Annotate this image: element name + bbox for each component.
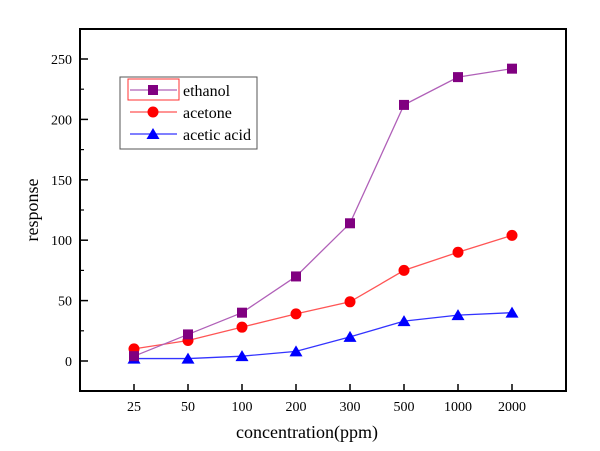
legend-label: acetone: [183, 105, 232, 122]
x-tick-label: 50: [181, 400, 195, 415]
x-tick-label: 1000: [444, 400, 472, 415]
data-point: [399, 99, 409, 110]
series-line: [134, 312, 513, 360]
data-point: [290, 308, 302, 320]
x-tick-label: 2000: [498, 400, 526, 415]
x-tick-label: 25: [127, 400, 141, 415]
x-tick-label: 200: [286, 400, 307, 415]
legend-label: acetic acid: [183, 127, 251, 144]
legend-marker: [148, 85, 158, 95]
data-point: [506, 229, 518, 241]
y-tick-label: 0: [65, 355, 72, 370]
legend-label: ethanol: [183, 83, 231, 100]
series-line: [133, 234, 513, 350]
x-tick-label: 300: [340, 400, 361, 415]
data-point: [345, 218, 355, 229]
y-tick-label: 100: [51, 234, 72, 249]
y-tick-label: 250: [51, 53, 72, 68]
data-point: [507, 63, 517, 74]
legend: ethanol acetone acetic acid: [119, 76, 258, 150]
data-point: [343, 330, 357, 342]
data-point: [397, 315, 411, 327]
series-group: [127, 63, 519, 364]
data-point: [235, 350, 249, 362]
data-point: [181, 352, 195, 364]
data-point: [398, 264, 410, 276]
legend-marker: [146, 128, 160, 139]
y-axis: 0 50 100 150 200 250: [51, 53, 88, 392]
legend-highlight: [127, 78, 180, 101]
y-tick-label: 150: [51, 174, 72, 189]
data-point: [183, 329, 193, 340]
data-point: [236, 321, 248, 333]
data-point: [452, 246, 464, 258]
y-axis-title: response: [22, 178, 42, 241]
legend-box: [119, 76, 258, 150]
data-point: [289, 345, 303, 357]
series-line: [133, 68, 513, 357]
data-point: [451, 309, 465, 321]
series-ethanol: [129, 63, 517, 362]
y-tick-label: 200: [51, 113, 72, 128]
data-point: [129, 351, 139, 362]
data-point: [291, 271, 301, 282]
x-axis-title: concentration(ppm): [236, 422, 378, 443]
data-point: [237, 307, 247, 318]
x-axis: 25 50 100 200 300 500 1000 2000: [127, 384, 526, 415]
x-tick-label: 500: [394, 400, 415, 415]
data-point: [505, 306, 519, 318]
y-tick-label: 50: [58, 295, 72, 310]
data-point: [453, 72, 463, 83]
x-tick-label: 100: [232, 400, 253, 415]
data-point: [344, 296, 356, 308]
legend-marker: [147, 106, 159, 118]
